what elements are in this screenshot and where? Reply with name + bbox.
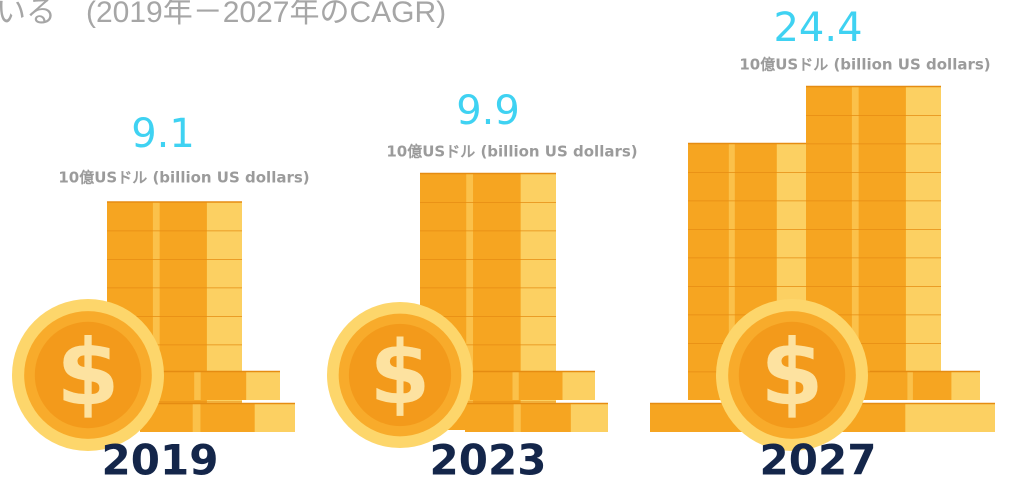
coin-row-light bbox=[905, 343, 941, 372]
coin-row-light bbox=[776, 143, 808, 172]
coin-row-light bbox=[520, 287, 556, 316]
coin-row-stripe bbox=[851, 286, 859, 315]
coin-row-stripe bbox=[152, 230, 160, 259]
coin-row-light bbox=[905, 86, 941, 115]
unit: 10億USドル (billion US dollars) bbox=[386, 143, 637, 161]
coin-row-stripe bbox=[851, 229, 859, 258]
coin-row-light bbox=[520, 316, 556, 345]
coin-row-light bbox=[206, 259, 242, 288]
coin-row-light bbox=[206, 230, 242, 259]
coin-row-light bbox=[520, 230, 556, 259]
year: 2019 bbox=[102, 436, 219, 482]
coin-row-stripe bbox=[466, 316, 474, 345]
unit: 10億USドル (billion US dollars) bbox=[739, 56, 990, 74]
coin-row-light bbox=[206, 202, 242, 231]
coin-row-light bbox=[905, 200, 941, 229]
coin-row-stripe bbox=[728, 286, 735, 315]
coin-row-stripe bbox=[466, 202, 474, 231]
coin-row-light bbox=[905, 115, 941, 144]
coin-row-light bbox=[905, 229, 941, 258]
coin-row-stripe bbox=[728, 229, 735, 258]
coin-row-light bbox=[905, 314, 941, 343]
coin-row-light bbox=[905, 172, 941, 201]
coin-row-stripe bbox=[728, 200, 735, 229]
coin-row-light bbox=[520, 173, 556, 202]
year: 2027 bbox=[760, 436, 877, 482]
unit: 10億USドル (billion US dollars) bbox=[58, 169, 309, 187]
coin-row-light bbox=[206, 344, 242, 373]
coin-row-stripe bbox=[907, 371, 913, 400]
coin-row-light bbox=[905, 403, 995, 432]
coin-row-light bbox=[905, 286, 941, 315]
coin-row-stripe bbox=[851, 143, 859, 172]
coin-row-stripe bbox=[851, 257, 859, 286]
coin-row-stripe bbox=[851, 314, 859, 343]
coin-row-light bbox=[570, 403, 608, 432]
coin-row-stripe bbox=[851, 172, 859, 201]
coin-row-stripe bbox=[512, 371, 519, 400]
coin-row-stripe bbox=[513, 403, 521, 432]
coin: $ bbox=[327, 302, 473, 448]
value: 9.9 bbox=[456, 88, 520, 134]
coin-row-stripe bbox=[728, 257, 735, 286]
coin-row-light bbox=[776, 200, 808, 229]
coin-row-stripe bbox=[466, 259, 474, 288]
coin-row-stripe bbox=[192, 403, 201, 432]
coin-row-stripe bbox=[728, 172, 735, 201]
coin-row-light bbox=[905, 143, 941, 172]
value: 9.1 bbox=[131, 111, 195, 157]
coin-row-light bbox=[206, 287, 242, 316]
coin-row-light bbox=[776, 257, 808, 286]
coin-row-light bbox=[951, 371, 980, 400]
coin-row-stripe bbox=[851, 86, 859, 115]
coin-stack bbox=[870, 370, 980, 400]
coin-symbol: $ bbox=[370, 322, 431, 424]
coin-row-stripe bbox=[152, 316, 160, 345]
coin-row-stripe bbox=[851, 115, 859, 144]
value: 24.4 bbox=[773, 5, 862, 51]
coin-row-light bbox=[254, 403, 295, 432]
coin-symbol: $ bbox=[760, 319, 823, 426]
artwork: $ $ $ bbox=[12, 85, 995, 451]
coin-row-stripe bbox=[728, 143, 735, 172]
coin-stack bbox=[470, 370, 595, 400]
coin-symbol: $ bbox=[56, 319, 119, 426]
coin-row-light bbox=[246, 371, 280, 400]
coin-inner bbox=[738, 321, 846, 429]
coin-row-light bbox=[776, 172, 808, 201]
coin-stack bbox=[465, 402, 608, 432]
coin-row-stripe bbox=[851, 200, 859, 229]
coin-inner bbox=[348, 323, 452, 427]
coin-row-light bbox=[520, 202, 556, 231]
coin-row-light bbox=[562, 371, 595, 400]
coin-stack bbox=[140, 402, 295, 432]
coin-row-stripe bbox=[152, 287, 160, 316]
coin-row-stripe bbox=[466, 173, 474, 202]
coin: $ bbox=[12, 299, 164, 451]
coin: $ bbox=[716, 299, 868, 451]
coin-stack bbox=[150, 370, 280, 400]
coin-row-stripe bbox=[194, 371, 201, 400]
title: いる (2019年－2027年のCAGR) bbox=[0, 0, 446, 29]
coin-row-stripe bbox=[466, 230, 474, 259]
coin-row-light bbox=[520, 259, 556, 288]
coin-row-stripe bbox=[466, 287, 474, 316]
coin-row-stripe bbox=[152, 259, 160, 288]
coin-row-light bbox=[206, 316, 242, 345]
coin-row-light bbox=[776, 229, 808, 258]
coin-row-light bbox=[520, 344, 556, 373]
coin-row-light bbox=[905, 257, 941, 286]
coin-row-stripe bbox=[152, 202, 160, 231]
coin-inner bbox=[34, 321, 142, 429]
year: 2023 bbox=[430, 436, 547, 482]
